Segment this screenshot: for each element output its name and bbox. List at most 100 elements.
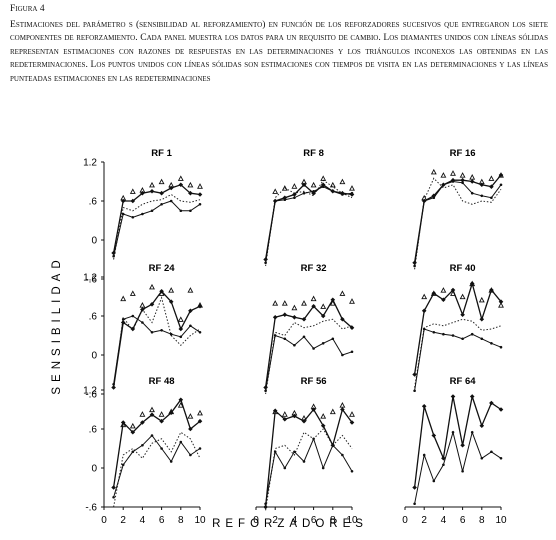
- triangle-marker: [177, 316, 184, 322]
- series-line-visit-time-redetermination: [113, 296, 201, 388]
- panel-title: RF 16: [450, 148, 476, 159]
- diamond-marker: [441, 455, 446, 461]
- point-visit-time-determination: [198, 330, 202, 334]
- triangle-marker: [168, 287, 175, 293]
- diamond-marker: [330, 188, 336, 194]
- triangle-marker: [421, 194, 428, 201]
- diamond-marker: [130, 198, 136, 204]
- point-visit-time-determination: [442, 463, 445, 467]
- diamond-marker: [111, 485, 116, 490]
- diamond-marker: [412, 260, 417, 266]
- diamond-marker: [140, 420, 145, 425]
- triangle-marker: [139, 411, 146, 417]
- triangle-marker: [158, 411, 165, 417]
- diamond-marker: [412, 485, 417, 490]
- triangle-marker: [139, 187, 146, 193]
- triangle-marker: [197, 409, 203, 416]
- series-line-visit-time-redetermination: [265, 318, 353, 395]
- triangle-marker: [149, 406, 155, 413]
- point-visit-time-determination: [160, 202, 163, 206]
- point-visit-time-determination: [413, 264, 416, 268]
- diamond-marker: [460, 442, 465, 448]
- figure-caption: Estimaciones del parámetro s (sensibilid…: [10, 19, 548, 84]
- chart-panels: 1.2 .6 0 -.6 RF 1 RF 8 RF 16 1.2 .6 0 -.6 RF 24 RF 3…: [83, 148, 507, 526]
- triangle-marker: [301, 415, 307, 421]
- point-visit-time-determination: [302, 191, 306, 195]
- y-tick-label: 0: [91, 236, 97, 247]
- triangle-marker: [272, 300, 279, 306]
- diamond-marker: [282, 195, 288, 201]
- point-visit-time-determination: [198, 447, 202, 450]
- point-visit-time-determination: [179, 440, 183, 444]
- series-line-visit-time-determination: [414, 430, 502, 504]
- point-visit-time-determination: [121, 463, 125, 467]
- triangle-marker: [440, 287, 447, 293]
- y-tick-label: 1.2: [83, 158, 97, 169]
- triangle-marker: [149, 181, 155, 188]
- point-visit-time-determination: [451, 430, 455, 434]
- y-tick-label: .6: [89, 425, 98, 436]
- triangle-marker: [320, 413, 327, 419]
- point-visit-time-determination: [302, 335, 306, 339]
- chart-panel: 0 2 4 6 8 10 RF 64: [402, 376, 507, 526]
- point-visit-time-determination: [160, 447, 163, 450]
- point-visit-time-determination: [121, 317, 125, 321]
- diamond-marker: [479, 423, 485, 429]
- x-tick-label: 2: [120, 515, 126, 526]
- y-tick-label: -.6: [85, 503, 97, 514]
- x-tick-label: 6: [159, 515, 165, 526]
- triangle-marker: [421, 293, 428, 300]
- diamond-marker: [188, 426, 193, 432]
- triangle-marker: [177, 402, 184, 408]
- x-tick-label: 4: [292, 515, 298, 526]
- point-visit-time-determination: [112, 495, 115, 499]
- x-tick-label: 6: [460, 515, 466, 526]
- series-line-visit-time-redetermination: [414, 318, 502, 388]
- diamond-marker: [349, 420, 355, 425]
- diamond-marker: [412, 372, 417, 377]
- chart-panel: 0 2 4 6 8 10 RF 56: [253, 376, 358, 526]
- series-line-visit-time-determination: [265, 186, 353, 263]
- chart-panel: 1.2 .6 0 -.6 0 2 4 6 8 10 RF 48: [83, 376, 206, 526]
- series-line-response-ratio-determination: [112, 184, 201, 254]
- panel-title: RF 64: [450, 376, 477, 387]
- y-tick-label: 0: [91, 351, 97, 362]
- y-tick-label: 0: [91, 464, 97, 475]
- diamond-marker: [149, 412, 155, 417]
- point-visit-time-determination: [461, 337, 464, 341]
- diamond-marker: [197, 192, 203, 197]
- series-line-visit-time-redetermination: [265, 428, 353, 511]
- triangle-marker: [498, 302, 504, 308]
- series-line-response-ratio-determination: [413, 281, 502, 375]
- x-tick-label: 0: [253, 515, 259, 526]
- triangle-marker: [129, 422, 136, 429]
- triangle-marker: [120, 421, 127, 428]
- y-tick-label: .6: [89, 312, 98, 323]
- point-visit-time-determination: [480, 194, 484, 198]
- triangle-marker: [187, 181, 194, 188]
- triangle-marker: [440, 172, 447, 178]
- diamond-marker: [111, 250, 116, 256]
- diamond-marker: [140, 307, 145, 312]
- point-visit-time-determination: [470, 430, 474, 434]
- point-visit-time-determination: [179, 335, 183, 339]
- triangle-marker: [272, 408, 279, 415]
- x-tick-label: 10: [495, 515, 507, 526]
- triangle-marker: [168, 408, 175, 415]
- y-tick-label: -.6: [85, 275, 97, 286]
- point-visit-time-determination: [413, 389, 416, 393]
- diamond-marker: [263, 257, 268, 262]
- triangle-marker: [158, 290, 165, 296]
- point-visit-time-determination: [490, 196, 493, 200]
- panel-title: RF 8: [303, 148, 324, 159]
- triangle-marker: [310, 295, 317, 302]
- series-line-response-ratio-determination: [264, 408, 353, 508]
- point-visit-time-determination: [198, 202, 202, 206]
- point-visit-time-determination: [141, 212, 144, 216]
- series-line-response-ratio-determination: [264, 183, 353, 260]
- diamond-marker: [272, 315, 278, 320]
- triangle-marker: [291, 183, 298, 189]
- point-visit-time-determination: [312, 437, 315, 441]
- triangle-marker: [430, 290, 437, 296]
- diamond-marker: [149, 188, 155, 194]
